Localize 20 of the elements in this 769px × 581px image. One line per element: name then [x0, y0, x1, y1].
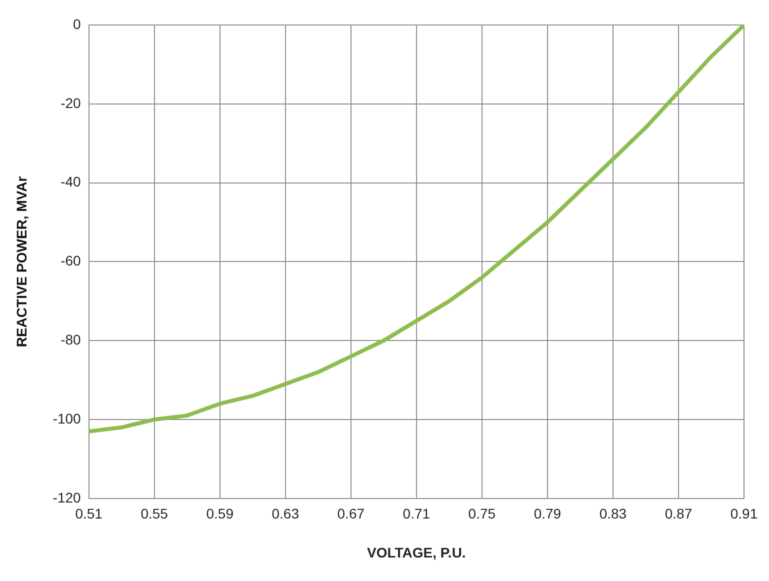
y-tick-label: -80 — [60, 331, 82, 348]
y-tick-label: -20 — [60, 94, 82, 111]
x-tick-label: 0.87 — [664, 506, 692, 522]
y-tick-label: -60 — [60, 252, 82, 269]
y-tick-label: 0 — [73, 16, 82, 32]
y-tick-label: -40 — [60, 174, 82, 190]
x-tick-label: 0.75 — [468, 506, 496, 522]
y-tick-label: -120 — [52, 489, 82, 506]
x-tick-label: 0.51 — [75, 506, 103, 522]
x-tick-label: 0.79 — [534, 506, 562, 522]
x-axis-title: VOLTAGE, P.U. — [367, 544, 466, 560]
x-tick-label: 0.59 — [206, 506, 234, 522]
x-tick-label: 0.67 — [337, 506, 365, 522]
x-tick-label: 0.63 — [272, 506, 300, 522]
x-tick-label: 0.55 — [140, 506, 168, 522]
y-axis-title: REACTIVE POWER, MVAr — [13, 176, 30, 348]
y-tick-label: -100 — [52, 410, 82, 426]
x-tick-label: 0.71 — [402, 506, 430, 522]
x-tick-label: 0.83 — [599, 506, 627, 522]
x-tick-label: 0.91 — [730, 506, 758, 522]
